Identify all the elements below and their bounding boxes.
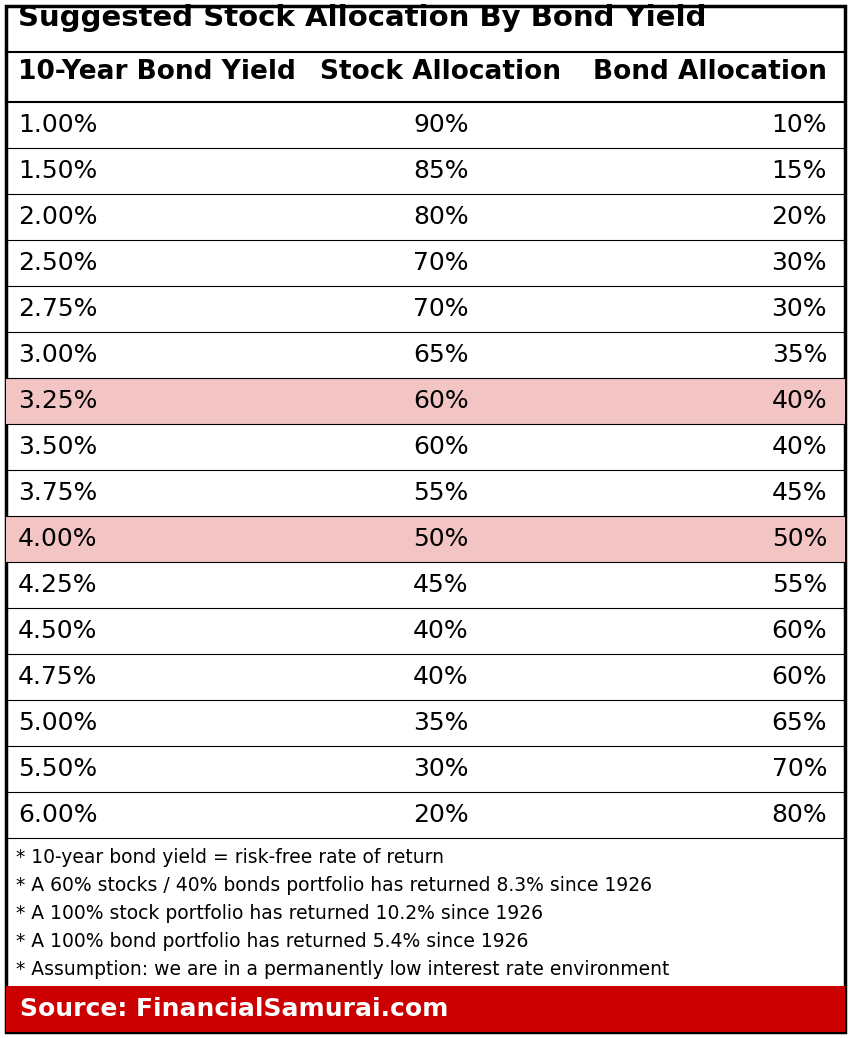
Bar	[6, 378, 845, 424]
Text: 10-Year Bond Yield: 10-Year Bond Yield	[18, 59, 296, 85]
Text: 60%: 60%	[771, 619, 827, 643]
Text: 65%: 65%	[772, 711, 827, 735]
Text: 40%: 40%	[771, 389, 827, 413]
Text: 90%: 90%	[414, 113, 469, 137]
Text: 30%: 30%	[772, 297, 827, 321]
Text: 70%: 70%	[772, 757, 827, 781]
Text: 3.00%: 3.00%	[18, 343, 97, 367]
Text: 45%: 45%	[414, 573, 469, 597]
Text: 40%: 40%	[414, 665, 469, 689]
Text: 30%: 30%	[414, 757, 469, 781]
Text: Bond Allocation: Bond Allocation	[593, 59, 827, 85]
Text: 35%: 35%	[414, 711, 469, 735]
Text: Stock Allocation: Stock Allocation	[321, 59, 562, 85]
Bar	[6, 986, 845, 1032]
Text: 4.25%: 4.25%	[18, 573, 98, 597]
Text: 6.00%: 6.00%	[18, 803, 98, 827]
Text: 35%: 35%	[772, 343, 827, 367]
Text: 70%: 70%	[414, 251, 469, 275]
Text: 20%: 20%	[771, 204, 827, 229]
Text: 80%: 80%	[414, 204, 469, 229]
Text: 4.50%: 4.50%	[18, 619, 97, 643]
Text: * A 100% bond portfolio has returned 5.4% since 1926: * A 100% bond portfolio has returned 5.4…	[16, 932, 528, 951]
Text: 50%: 50%	[772, 527, 827, 551]
Text: * 10-year bond yield = risk-free rate of return: * 10-year bond yield = risk-free rate of…	[16, 848, 444, 867]
Text: 45%: 45%	[772, 481, 827, 506]
Text: 3.25%: 3.25%	[18, 389, 97, 413]
Text: Source: FinancialSamurai.com: Source: FinancialSamurai.com	[20, 998, 448, 1021]
Text: 40%: 40%	[414, 619, 469, 643]
Bar	[6, 516, 845, 562]
Text: 55%: 55%	[772, 573, 827, 597]
Text: 60%: 60%	[771, 665, 827, 689]
Text: 80%: 80%	[771, 803, 827, 827]
Text: * Assumption: we are in a permanently low interest rate environment: * Assumption: we are in a permanently lo…	[16, 960, 670, 979]
Text: 4.75%: 4.75%	[18, 665, 97, 689]
Text: 4.00%: 4.00%	[18, 527, 98, 551]
Text: 5.50%: 5.50%	[18, 757, 97, 781]
Text: 20%: 20%	[414, 803, 469, 827]
Text: Suggested Stock Allocation By Bond Yield: Suggested Stock Allocation By Bond Yield	[18, 4, 706, 32]
Text: * A 60% stocks / 40% bonds portfolio has returned 8.3% since 1926: * A 60% stocks / 40% bonds portfolio has…	[16, 876, 652, 895]
Text: * A 100% stock portfolio has returned 10.2% since 1926: * A 100% stock portfolio has returned 10…	[16, 904, 543, 923]
Text: 1.50%: 1.50%	[18, 159, 97, 183]
Text: 30%: 30%	[772, 251, 827, 275]
Text: 60%: 60%	[414, 435, 469, 459]
Text: 40%: 40%	[771, 435, 827, 459]
Text: 55%: 55%	[414, 481, 469, 506]
Text: 70%: 70%	[414, 297, 469, 321]
Text: 3.75%: 3.75%	[18, 481, 97, 506]
Text: 3.50%: 3.50%	[18, 435, 97, 459]
Text: 2.50%: 2.50%	[18, 251, 97, 275]
Text: 60%: 60%	[414, 389, 469, 413]
Text: 5.00%: 5.00%	[18, 711, 97, 735]
Text: 1.00%: 1.00%	[18, 113, 97, 137]
Text: 15%: 15%	[772, 159, 827, 183]
Text: 10%: 10%	[772, 113, 827, 137]
Text: 50%: 50%	[414, 527, 469, 551]
Text: 85%: 85%	[414, 159, 469, 183]
Text: 65%: 65%	[414, 343, 469, 367]
Text: 2.00%: 2.00%	[18, 204, 98, 229]
Text: 2.75%: 2.75%	[18, 297, 97, 321]
